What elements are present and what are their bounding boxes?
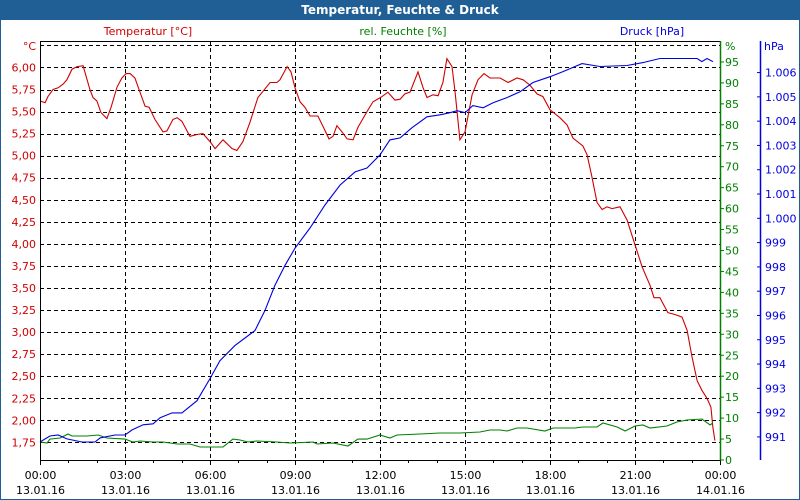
pressure-tick-label: 1.003 (765, 139, 797, 152)
temperature-tick-label: 1,75 (12, 436, 37, 449)
temperature-tick-label: 4,75 (12, 172, 37, 185)
humidity-tick-label: 50 (725, 245, 739, 258)
pressure-tick-label: 998 (765, 261, 786, 274)
pressure-tick-label: 1.001 (765, 188, 797, 201)
temperature-tick-label: 4,50 (12, 194, 37, 207)
x-tick-time: 06:00 (195, 469, 227, 482)
temperature-tick-label: 2,25 (12, 392, 37, 405)
temperature-tick-label: 6,00 (12, 61, 37, 74)
pressure-tick-label: 1.005 (765, 91, 797, 104)
humidity-tick-label: 80 (725, 119, 739, 132)
x-tick-date: 13.01.16 (101, 484, 150, 497)
temperature-tick-label: 2,50 (12, 370, 37, 383)
x-tick-date: 13.01.16 (611, 484, 660, 497)
temperature-tick-label: 5,75 (12, 84, 37, 97)
pressure-unit-label: hPa (764, 40, 784, 53)
x-tick-time: 21:00 (620, 469, 652, 482)
humidity-axis-title: rel. Feuchte [%] (359, 25, 446, 38)
x-tick-time: 03:00 (110, 469, 142, 482)
temperature-series-line (39, 57, 716, 441)
pressure-tick-label: 992 (765, 407, 786, 420)
pressure-tick-label: 1.004 (765, 115, 797, 128)
x-tick-date: 13.01.16 (271, 484, 320, 497)
pressure-tick-label: 999 (765, 237, 786, 250)
humidity-tick-label: 90 (725, 77, 739, 90)
pressure-axis-title: Druck [hPa] (620, 25, 684, 38)
x-tick-date: 14.01.16 (696, 484, 745, 497)
temperature-tick-label: 3,75 (12, 260, 37, 273)
temperature-tick-label: 5,25 (12, 128, 37, 141)
x-tick-time: 09:00 (280, 469, 312, 482)
window-title: Temperatur, Feuchte & Druck (0, 0, 800, 20)
humidity-tick-label: 30 (725, 328, 739, 341)
pressure-tick-label: 997 (765, 285, 786, 298)
temperature-tick-label: 4,00 (12, 238, 37, 251)
pressure-tick-label: 995 (765, 334, 786, 347)
x-tick-time: 00:00 (705, 469, 737, 482)
temperature-tick-label: 2,75 (12, 348, 37, 361)
pressure-tick-label: 991 (765, 431, 786, 444)
humidity-tick-label: 40 (725, 286, 739, 299)
pressure-tick-label: 994 (765, 358, 786, 371)
humidity-tick-label: 60 (725, 203, 739, 216)
pressure-tick-label: 1.000 (765, 212, 797, 225)
humidity-tick-label: 10 (725, 412, 739, 425)
x-tick-time: 00:00 (25, 469, 57, 482)
x-tick-time: 15:00 (450, 469, 482, 482)
humidity-tick-label: 25 (725, 349, 739, 362)
temperature-tick-label: 3,00 (12, 326, 37, 339)
temperature-tick-label: 5,00 (12, 150, 37, 163)
humidity-tick-label: 85 (725, 98, 739, 111)
humidity-tick-label: 35 (725, 307, 739, 320)
temperature-tick-label: 3,50 (12, 282, 37, 295)
temperature-tick-label: 5,50 (12, 106, 37, 119)
pressure-tick-label: 1.006 (765, 67, 797, 80)
temperature-tick-label: 4,25 (12, 216, 37, 229)
humidity-tick-label: 95 (725, 56, 739, 69)
humidity-tick-label: 15 (725, 391, 739, 404)
humidity-tick-label: 75 (725, 140, 739, 153)
x-tick-date: 13.01.16 (356, 484, 405, 497)
pressure-series-line (39, 57, 714, 443)
humidity-tick-label: 5 (725, 433, 732, 446)
x-tick-date: 13.01.16 (526, 484, 575, 497)
humidity-unit-label: % (725, 40, 735, 53)
x-tick-time: 12:00 (365, 469, 397, 482)
humidity-tick-label: 55 (725, 224, 739, 237)
x-tick-date: 13.01.16 (16, 484, 65, 497)
humidity-tick-label: 0 (725, 454, 732, 467)
x-tick-time: 18:00 (535, 469, 567, 482)
pressure-tick-label: 996 (765, 309, 786, 322)
humidity-tick-label: 65 (725, 182, 739, 195)
temperature-unit-label: °C (23, 40, 37, 53)
humidity-tick-label: 45 (725, 265, 739, 278)
temperature-axis-title: Temperatur [°C] (103, 25, 192, 38)
humidity-tick-label: 20 (725, 370, 739, 383)
x-tick-date: 13.01.16 (441, 484, 490, 497)
humidity-tick-label: 70 (725, 161, 739, 174)
humidity-series-line (39, 418, 714, 448)
x-tick-date: 13.01.16 (186, 484, 235, 497)
pressure-tick-label: 1.002 (765, 164, 797, 177)
temperature-tick-label: 3,25 (12, 304, 37, 317)
temperature-tick-label: 2,00 (12, 414, 37, 427)
pressure-tick-label: 993 (765, 382, 786, 395)
